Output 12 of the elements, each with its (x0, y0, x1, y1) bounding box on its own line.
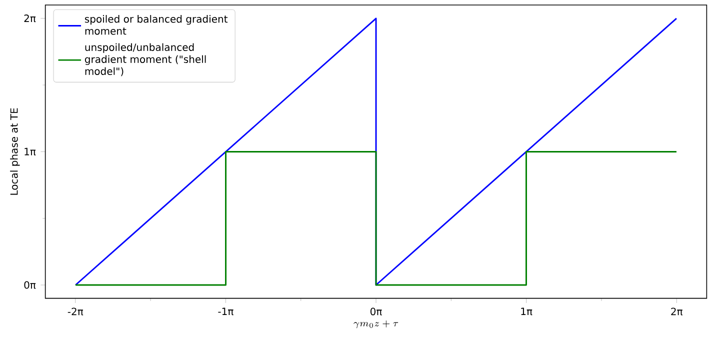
x-axis-title: $\gamma m_0 z + \tau$ (354, 320, 398, 328)
legend-label: spoiled or balanced gradient moment (84, 15, 228, 35)
y-tick-label: 1π (24, 148, 36, 156)
x-tick-label: 0π (370, 308, 382, 316)
x-tick-label: -2π (68, 308, 84, 316)
legend-label: unspoiled/unbalanced gradient moment ("shell model") (84, 43, 206, 76)
x-tick-label: -1π (218, 308, 234, 316)
x-tick-label: 2π (671, 308, 683, 316)
y-axis-title: Local phase at TE (10, 108, 20, 195)
x-tick-label: 1π (521, 308, 532, 316)
y-tick-label: 2π (24, 14, 36, 22)
y-tick-label: 0π (24, 281, 36, 289)
